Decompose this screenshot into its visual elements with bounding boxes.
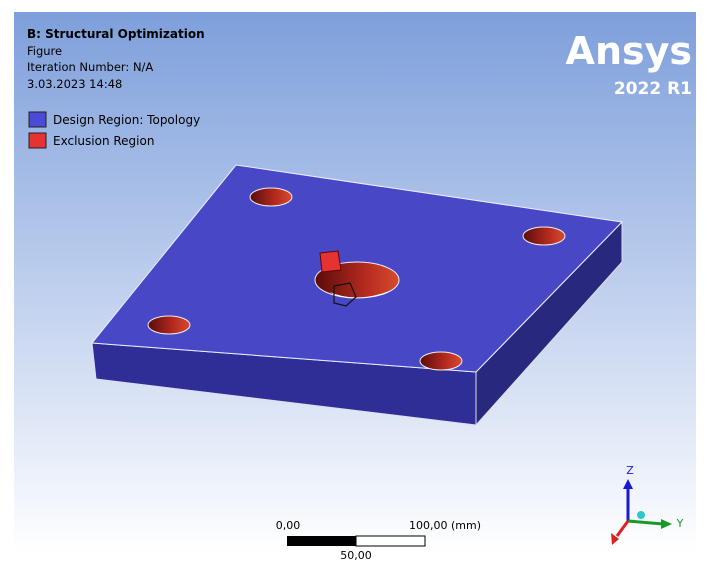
triad-dot xyxy=(637,511,645,519)
legend-swatch xyxy=(29,112,46,127)
iteration: Iteration Number: N/A xyxy=(27,60,153,74)
hole xyxy=(523,227,565,245)
subtitle: Figure xyxy=(27,44,62,58)
y-label: Y xyxy=(676,517,684,530)
legend-swatch xyxy=(29,133,46,148)
logo-version: 2022 R1 xyxy=(614,79,692,99)
scale-bar-light xyxy=(356,536,425,546)
z-label: Z xyxy=(626,464,634,477)
hole xyxy=(420,352,462,370)
page: B: Structural Optimization Figure Iterat… xyxy=(0,0,708,562)
legend-label: Design Region: Topology xyxy=(53,113,200,127)
logo-brand: Ansys xyxy=(566,29,692,73)
hole xyxy=(250,188,292,206)
scale-bar-dark xyxy=(287,536,356,546)
exclusion-region xyxy=(320,251,341,272)
hole xyxy=(148,316,190,334)
date: 3.03.2023 14:48 xyxy=(27,77,122,91)
scale-end: 100,00 (mm) xyxy=(409,519,481,532)
viewport: B: Structural Optimization Figure Iterat… xyxy=(0,0,708,562)
scale-mid: 50,00 xyxy=(340,549,372,562)
title: B: Structural Optimization xyxy=(27,27,205,41)
legend-label: Exclusion Region xyxy=(53,134,154,148)
scale-start: 0,00 xyxy=(276,519,301,532)
